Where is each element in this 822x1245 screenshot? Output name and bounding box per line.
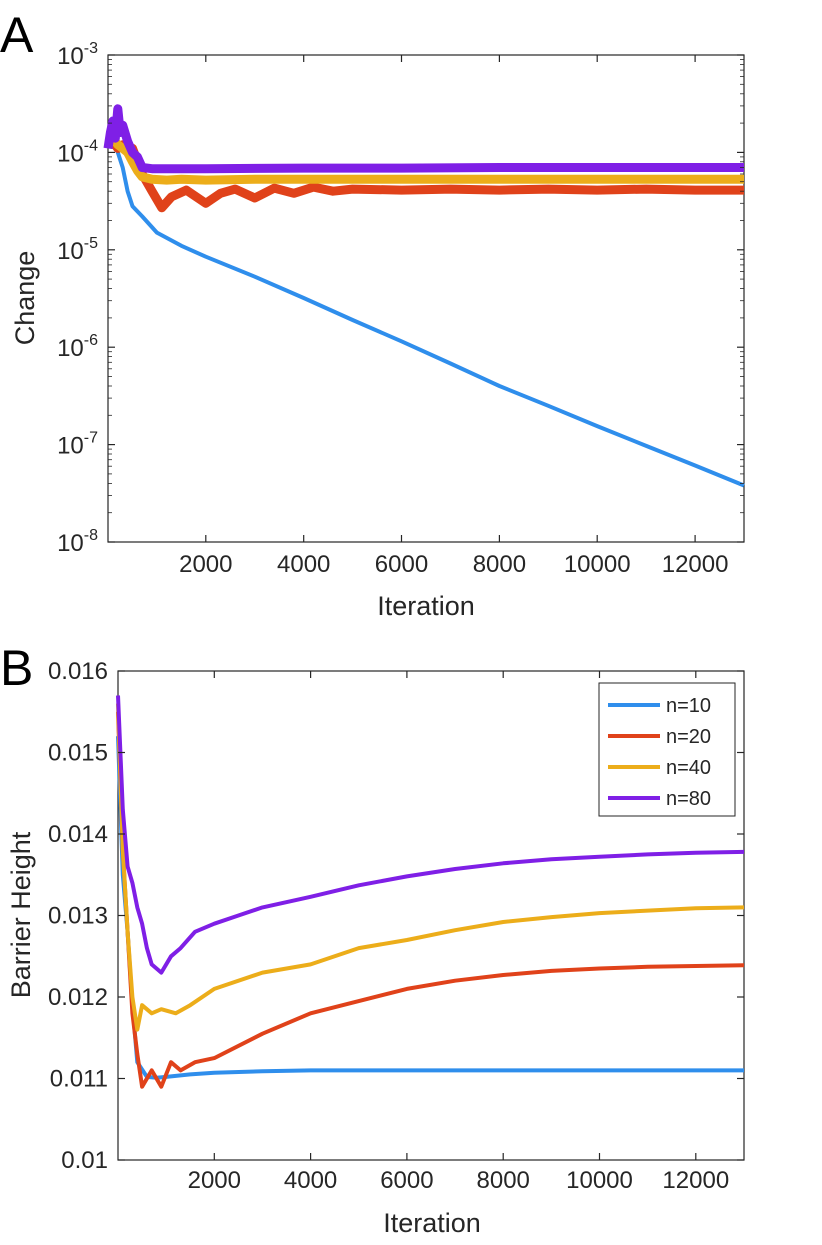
panel-a-series-group <box>103 104 745 488</box>
panel-b-series-line-n=80 <box>116 695 745 975</box>
panel-b-x-tick-label: 12000 <box>662 1167 729 1194</box>
panel-b-series-line-n=40 <box>116 703 745 1032</box>
panel-a-y-tick-label: 10-3 <box>57 40 98 70</box>
legend-label-n=10: n=10 <box>666 695 711 717</box>
panel-b-x-tick-label: 10000 <box>566 1167 633 1194</box>
panel-a-x-tick-label: 12000 <box>662 551 729 578</box>
panel-a-y-tick-label: 10-5 <box>57 235 98 265</box>
panel-a-x-tick-label: 4000 <box>277 551 330 578</box>
panel-b-x-tick-label: 8000 <box>477 1167 530 1194</box>
panel-a: A 2000 4000 6000 8000 10000 12000 10-8 10-7 10-6… <box>0 7 745 621</box>
panel-a-x-axis-label: Iteration <box>377 591 475 621</box>
panel-a-y-tick-label: 10-8 <box>57 527 98 557</box>
legend-label-n=80: n=80 <box>666 788 711 810</box>
panel-b-y-tick-label: 0.011 <box>50 1066 108 1093</box>
panel-a-x-tick-label: 6000 <box>375 551 428 578</box>
panel-b-x-tick-label: 2000 <box>188 1167 241 1194</box>
panel-a-axes-box <box>107 54 745 543</box>
panel-a-y-axis-label: Change <box>10 251 40 346</box>
panel-a-x-tick-label: 10000 <box>564 551 631 578</box>
legend-label-n=40: n=40 <box>666 757 711 779</box>
panel-b-y-tick-label: 0.012 <box>48 984 108 1011</box>
panel-b-legend: n=10 n=20 n=40 n=80 <box>598 682 736 817</box>
panel-a-series-line-n=10 <box>107 141 745 488</box>
panel-a-ticks-group: 2000 4000 6000 8000 10000 12000 10-8 10-7 10-6 10… <box>57 40 744 578</box>
panel-b-x-tick-label: 4000 <box>284 1167 337 1194</box>
panel-b-x-tick-label: 6000 <box>380 1167 433 1194</box>
panel-b-x-axis-label: Iteration <box>383 1208 481 1238</box>
panel-a-y-tick-label: 10-4 <box>57 137 98 167</box>
legend-label-n=20: n=20 <box>666 726 711 748</box>
panel-b-series-group <box>116 695 745 1089</box>
panel-b-y-axis-label: Barrier Height <box>6 831 36 998</box>
panel-b-y-tick-label: 0.015 <box>48 740 108 767</box>
panel-a-series-line-n=80 <box>103 104 744 174</box>
panel-a-label: A <box>0 7 34 63</box>
panel-b-label: B <box>0 640 33 696</box>
panel-b-y-tick-label: 0.014 <box>48 821 108 848</box>
panel-b-y-tick-label: 0.013 <box>48 903 108 930</box>
panel-a-y-tick-label: 10-7 <box>57 430 98 460</box>
panel-b: B 2000 4000 6000 8000 10000 12000 0.01 0.011 0.0… <box>0 640 745 1238</box>
panel-b-y-tick-label: 0.016 <box>48 658 108 685</box>
panel-a-series-line-n=40 <box>104 133 744 185</box>
panel-a-x-tick-label: 2000 <box>179 551 232 578</box>
panel-b-series-line-n=20 <box>116 711 745 1089</box>
panel-a-y-tick-label: 10-6 <box>57 332 98 362</box>
panel-a-x-tick-label: 8000 <box>473 551 526 578</box>
panel-b-y-tick-label: 0.01 <box>61 1147 108 1174</box>
panel-b-ticks-group: 2000 4000 6000 8000 10000 12000 0.01 0.011 0.012… <box>48 658 744 1194</box>
